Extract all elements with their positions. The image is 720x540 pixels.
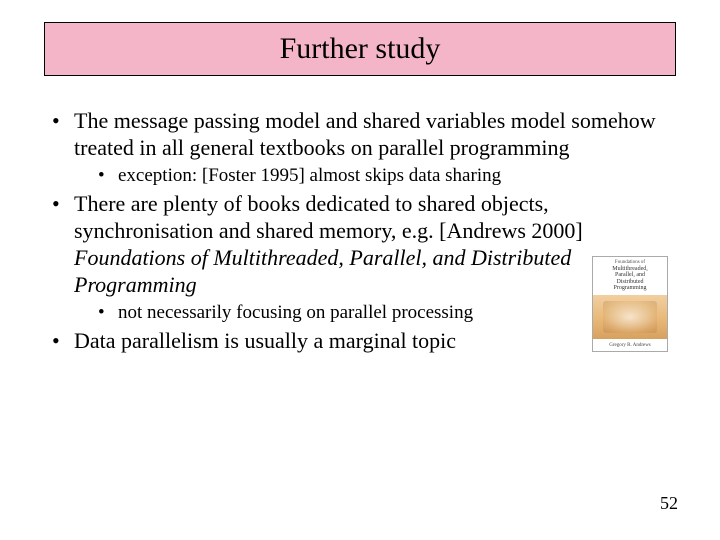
list-item: Data parallelism is usually a marginal t… <box>48 328 678 355</box>
bullet-text: exception: [Foster 1995] almost skips da… <box>118 165 501 186</box>
title-box: Further study <box>44 22 676 76</box>
book-title-italic: Foundations of Multithreaded, Parallel, … <box>74 245 571 297</box>
book-cover-line: Distributed <box>617 279 644 286</box>
bullet-list: The message passing model and shared var… <box>48 108 678 355</box>
sub-list: exception: [Foster 1995] almost skips da… <box>74 164 678 188</box>
list-item: not necessarily focusing on parallel pro… <box>94 301 678 325</box>
book-title-block: Foundations of Multithreaded, Parallel, … <box>593 257 667 295</box>
bullet-text: The message passing model and shared var… <box>74 108 656 160</box>
book-cover-line: Programming <box>614 285 647 292</box>
book-cover-art <box>593 295 667 339</box>
sub-list: not necessarily focusing on parallel pro… <box>74 301 678 325</box>
slide-title: Further study <box>280 32 441 66</box>
list-item: The message passing model and shared var… <box>48 108 678 187</box>
bullet-text: There are plenty of books dedicated to s… <box>74 191 583 243</box>
bullet-text: Data parallelism is usually a marginal t… <box>74 328 456 353</box>
slide: Further study The message passing model … <box>0 0 720 540</box>
list-item: exception: [Foster 1995] almost skips da… <box>94 164 678 188</box>
book-author: Gregory R. Andrews <box>609 343 651 348</box>
list-item: There are plenty of books dedicated to s… <box>48 191 678 324</box>
book-cover-line: Multithreaded, <box>612 266 648 273</box>
book-author-block: Gregory R. Andrews <box>593 339 667 351</box>
page-number: 52 <box>660 493 678 514</box>
book-cover-line: Parallel, and <box>615 272 645 279</box>
bullet-text: not necessarily focusing on parallel pro… <box>118 302 473 323</box>
book-cover-thumbnail: Foundations of Multithreaded, Parallel, … <box>592 256 668 352</box>
content-area: The message passing model and shared var… <box>48 108 678 359</box>
